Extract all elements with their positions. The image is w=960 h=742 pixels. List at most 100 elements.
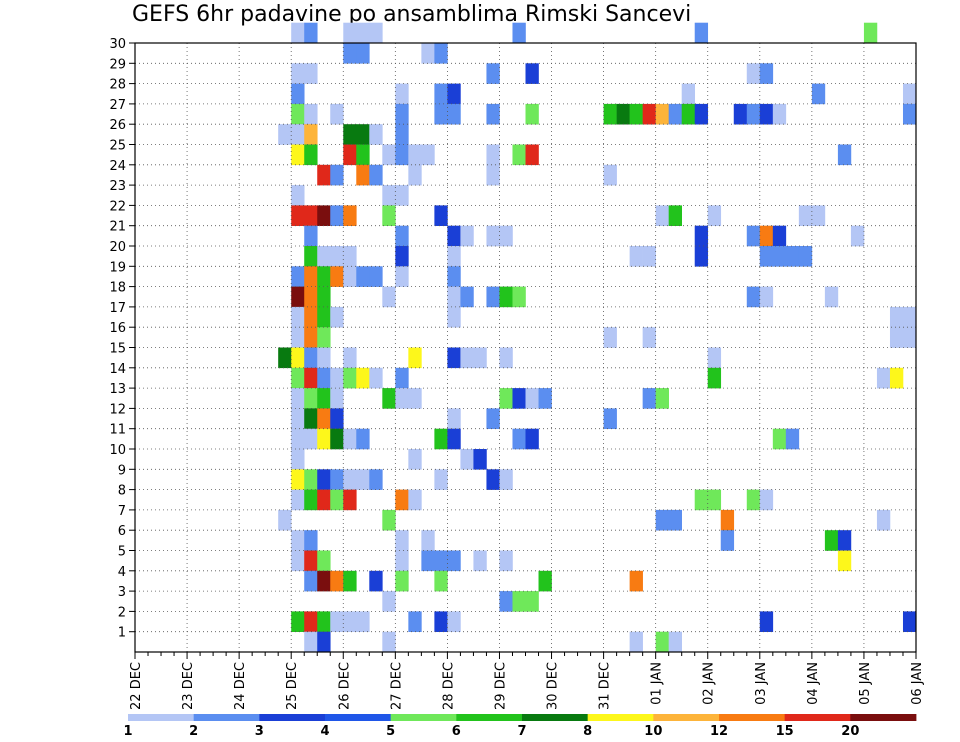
y-tick-label: 16 bbox=[109, 321, 126, 336]
y-tick-label: 23 bbox=[109, 179, 126, 194]
heatmap-cell bbox=[863, 22, 878, 44]
heatmap-cell bbox=[304, 266, 318, 287]
heatmap-cell bbox=[330, 570, 344, 592]
heatmap-cell bbox=[356, 43, 370, 64]
x-tick-label: 24 DEC bbox=[233, 662, 248, 710]
heatmap-cell bbox=[486, 286, 500, 308]
heatmap-cell bbox=[512, 591, 526, 612]
heatmap-cell bbox=[330, 408, 344, 429]
heatmap-cell bbox=[434, 611, 448, 632]
x-tick-label: 31 DEC bbox=[598, 662, 613, 710]
heatmap-cell bbox=[317, 205, 331, 226]
heatmap-cell bbox=[291, 611, 305, 632]
heatmap-cell bbox=[408, 489, 422, 511]
x-tick-label: 23 DEC bbox=[181, 662, 196, 710]
colorbar-label: 8 bbox=[583, 724, 592, 739]
heatmap-cell bbox=[369, 124, 383, 145]
colorbar-swatch bbox=[128, 714, 195, 721]
heatmap-cell bbox=[824, 530, 839, 551]
heatmap-cell bbox=[343, 428, 357, 450]
heatmap-cell bbox=[382, 185, 396, 206]
heatmap-cell bbox=[343, 570, 357, 592]
heatmap-cell bbox=[746, 286, 761, 308]
heatmap-cell bbox=[447, 550, 461, 572]
heatmap-cells bbox=[278, 22, 917, 653]
heatmap-cell bbox=[343, 144, 357, 166]
y-tick-label: 27 bbox=[109, 98, 126, 113]
heatmap-cell bbox=[447, 347, 461, 369]
heatmap-cell bbox=[304, 63, 318, 84]
heatmap-cell bbox=[395, 570, 409, 592]
heatmap-cell bbox=[291, 266, 305, 287]
heatmap-cell bbox=[278, 509, 292, 531]
heatmap-cell bbox=[395, 530, 409, 551]
heatmap-cell bbox=[837, 550, 852, 572]
heatmap-cell bbox=[408, 164, 422, 186]
heatmap-cell bbox=[512, 144, 526, 166]
x-tick-label: 06 JAN bbox=[910, 662, 925, 705]
heatmap-cell bbox=[759, 225, 774, 247]
x-tick-label: 29 DEC bbox=[493, 662, 508, 710]
heatmap-cell bbox=[330, 367, 344, 389]
heatmap-cell bbox=[395, 185, 409, 206]
heatmap-cell bbox=[447, 246, 461, 267]
x-tick-label: 26 DEC bbox=[337, 662, 352, 710]
y-tick-label: 4 bbox=[118, 565, 126, 580]
heatmap-cell bbox=[317, 286, 331, 308]
heatmap-cell bbox=[655, 205, 669, 226]
heatmap-cell bbox=[499, 286, 513, 308]
heatmap-cell bbox=[707, 347, 722, 369]
heatmap-cell bbox=[317, 408, 331, 429]
heatmap-cell bbox=[291, 449, 305, 470]
heatmap-cell bbox=[889, 327, 904, 348]
heatmap-cell bbox=[434, 469, 448, 490]
heatmap-cell bbox=[694, 103, 709, 125]
heatmap-cell bbox=[460, 225, 474, 247]
heatmap-cell bbox=[304, 388, 318, 409]
heatmap-cell bbox=[343, 611, 357, 632]
heatmap-cell bbox=[291, 367, 305, 389]
heatmap-cell bbox=[304, 489, 318, 511]
heatmap-cell bbox=[382, 205, 396, 226]
y-tick-label: 10 bbox=[109, 443, 126, 458]
heatmap-cell bbox=[356, 611, 370, 632]
heatmap-cell bbox=[382, 631, 396, 653]
heatmap-cell bbox=[291, 124, 305, 145]
heatmap-cell bbox=[356, 266, 370, 287]
y-tick-label: 13 bbox=[109, 382, 126, 397]
heatmap-cell bbox=[447, 611, 461, 632]
heatmap-cell bbox=[447, 286, 461, 308]
heatmap-cell bbox=[317, 266, 331, 287]
heatmap-cell bbox=[304, 570, 318, 592]
heatmap-cell bbox=[304, 205, 318, 226]
heatmap-cell bbox=[486, 469, 500, 490]
heatmap-cell bbox=[304, 428, 318, 450]
heatmap-cell bbox=[330, 469, 344, 490]
heatmap-cell bbox=[434, 570, 448, 592]
x-tick-label: 27 DEC bbox=[389, 662, 404, 710]
heatmap-cell bbox=[395, 367, 409, 389]
heatmap-cell bbox=[772, 428, 787, 450]
heatmap-cell bbox=[395, 246, 409, 267]
heatmap-cell bbox=[395, 103, 409, 125]
heatmap-cell bbox=[421, 43, 435, 64]
heatmap-cell bbox=[408, 449, 422, 470]
heatmap-cell bbox=[408, 388, 422, 409]
heatmap-cell bbox=[330, 388, 344, 409]
heatmap-cell bbox=[343, 489, 357, 511]
heatmap-cell bbox=[330, 103, 344, 125]
heatmap-cell bbox=[850, 225, 865, 247]
colorbar-label: 2 bbox=[189, 724, 198, 739]
heatmap-cell bbox=[681, 103, 696, 125]
heatmap-cell bbox=[434, 103, 448, 125]
heatmap-cell bbox=[395, 124, 409, 145]
colorbar-label: 7 bbox=[517, 724, 526, 739]
heatmap-cell bbox=[356, 469, 370, 490]
heatmap-cell bbox=[681, 83, 696, 105]
heatmap-cell bbox=[525, 428, 539, 450]
heatmap-cell bbox=[395, 388, 409, 409]
heatmap-cell bbox=[356, 144, 370, 166]
y-tick-label: 25 bbox=[109, 139, 126, 154]
heatmap-cell bbox=[434, 550, 448, 572]
y-tick-label: 9 bbox=[118, 463, 126, 478]
